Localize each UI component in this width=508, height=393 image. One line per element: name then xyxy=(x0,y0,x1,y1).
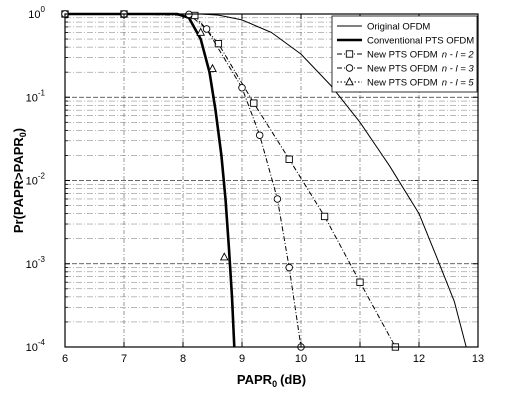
legend-label-param: n - l = 3 xyxy=(442,64,475,75)
legend-label-main: New PTS OFDM xyxy=(367,64,438,75)
y-tick-exponent: -4 xyxy=(38,338,46,347)
legend-label-param: n - l = 2 xyxy=(442,50,475,61)
y-tick-label: 100 xyxy=(28,5,45,21)
y-tick-label: 10-4 xyxy=(26,338,46,354)
x-tick-label: 10 xyxy=(295,353,307,365)
series-marker xyxy=(285,155,293,163)
series-marker xyxy=(320,212,329,221)
series-marker xyxy=(238,84,246,92)
y-tick-exponent: -3 xyxy=(38,255,46,264)
x-tick-label: 9 xyxy=(239,353,245,365)
y-tick-label: 10-3 xyxy=(26,255,46,271)
y-tick-exponent: 0 xyxy=(41,5,46,14)
y-tick-base: 10 xyxy=(26,92,38,104)
legend-swatch-marker xyxy=(345,64,354,72)
x-tick-label: 6 xyxy=(62,353,68,365)
y-tick-exponent: -1 xyxy=(38,88,46,97)
legend: Original OFDM Conventional PTS OFDM New PT… xyxy=(331,15,478,93)
x-axis-title: PAPR0 (dB) xyxy=(237,372,306,389)
y-tick-base: 10 xyxy=(26,342,38,354)
x-tick-label: 8 xyxy=(180,353,186,365)
legend-box xyxy=(331,15,478,93)
y-axis-title-main: Pr(PAPR>PAPR xyxy=(11,137,26,234)
legend-label: New PTS OFDM n - l = 3 xyxy=(367,64,474,75)
legend-swatch-marker xyxy=(345,77,354,86)
series-marker xyxy=(285,263,293,272)
series-marker xyxy=(208,63,217,72)
series-marker xyxy=(250,99,258,107)
x-tick-label: 11 xyxy=(354,353,365,365)
chart-grid xyxy=(65,14,478,347)
legend-label: Original OFDM xyxy=(367,22,430,33)
x-tick-label: 7 xyxy=(121,353,127,365)
y-tick-label: 10-2 xyxy=(26,172,46,188)
x-tick-label: 13 xyxy=(472,353,484,365)
y-tick-base: 10 xyxy=(28,9,40,21)
legend-label: Conventional PTS OFDM xyxy=(367,36,474,47)
x-axis-title-sub: 0 xyxy=(272,379,277,389)
y-axis-title-close: ) xyxy=(11,128,26,132)
legend-label-main: New PTS OFDM xyxy=(367,78,438,89)
y-axis-title-sub: 0 xyxy=(18,132,28,137)
series-marker xyxy=(219,252,229,261)
series-marker xyxy=(356,278,364,286)
series-marker xyxy=(214,40,223,48)
series-marker xyxy=(202,25,211,33)
legend-label-param: n - l = 5 xyxy=(442,78,475,89)
x-axis-title-main: PAPR xyxy=(237,372,273,387)
x-tick-label: 12 xyxy=(413,353,425,365)
y-tick-exponent: -2 xyxy=(38,172,46,181)
y-tick-base: 10 xyxy=(26,176,38,188)
y-tick-base: 10 xyxy=(26,259,38,271)
series-marker xyxy=(191,11,199,20)
series-marker xyxy=(255,131,264,139)
legend-label-main: New PTS OFDM xyxy=(367,50,438,61)
x-axis-title-unit: (dB) xyxy=(280,372,306,387)
legend-swatch-marker xyxy=(345,50,354,58)
series-5 xyxy=(65,13,235,348)
y-axis-title: Pr(PAPR>PAPR0) xyxy=(11,128,28,233)
y-tick-label: 10-1 xyxy=(26,88,46,104)
legend-label: New PTS OFDM n - l = 2 xyxy=(367,50,474,61)
legend-label: New PTS OFDM n - l = 5 xyxy=(367,78,474,89)
series-marker xyxy=(196,27,206,36)
series-marker xyxy=(273,195,282,203)
